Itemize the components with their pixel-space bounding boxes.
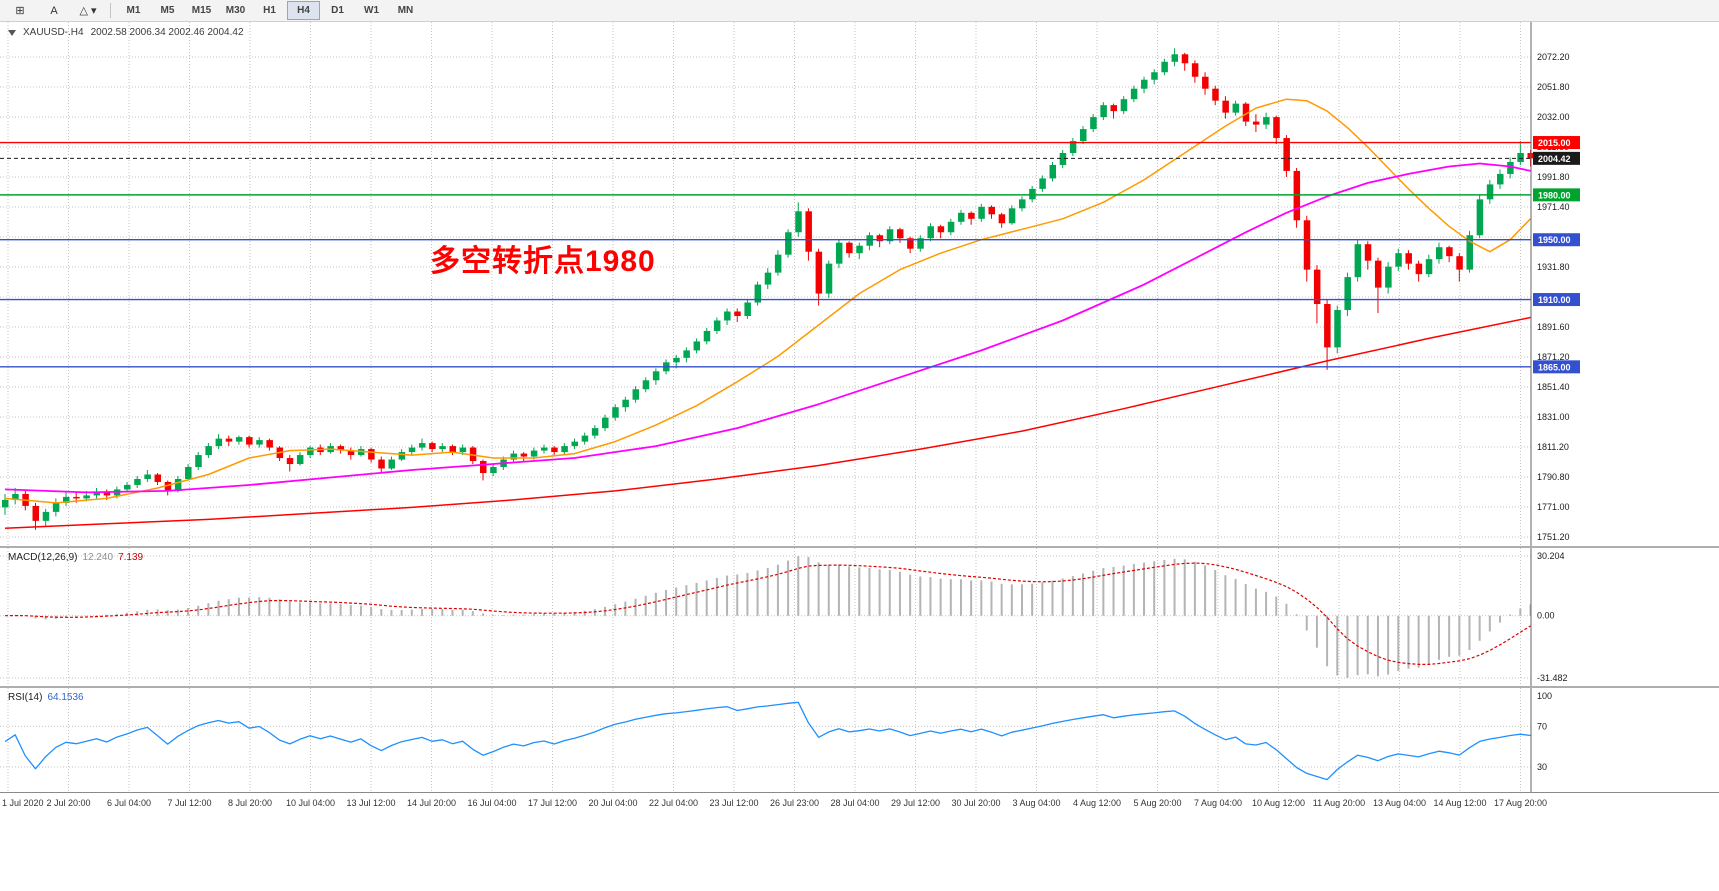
svg-text:1980.00: 1980.00	[1538, 190, 1571, 200]
toolbar-separator	[110, 3, 111, 18]
time-axis-label: 10 Aug 12:00	[1251, 798, 1306, 808]
svg-text:1891.60: 1891.60	[1537, 322, 1570, 332]
rsi-value: 64.1536	[47, 692, 84, 703]
svg-text:2032.00: 2032.00	[1537, 112, 1570, 122]
time-axis-label: 2 Jul 20:00	[46, 798, 91, 808]
rsi-indicator-label: RSI(14) 64.1536	[8, 692, 84, 703]
time-axis-label: 17 Aug 20:00	[1493, 798, 1548, 808]
time-axis-label: 14 Aug 12:00	[1433, 798, 1487, 808]
svg-text:1771.00: 1771.00	[1537, 502, 1570, 512]
timeframe-button-mn[interactable]: MN	[397, 5, 414, 16]
macd-indicator-label: MACD(12,26,9) 12.240 7.139	[8, 552, 143, 563]
drawing-tools-group: ⊞ A △ ▾	[4, 1, 104, 21]
time-axis-label: 7 Aug 04:00	[1193, 798, 1243, 808]
chart-grid	[0, 22, 1531, 546]
collapse-chart-icon[interactable]	[8, 29, 16, 36]
svg-text:-31.482: -31.482	[1537, 673, 1568, 683]
candlesticks	[2, 48, 1534, 530]
symbol-period-label: XAUUSD-.H4	[23, 27, 84, 38]
time-axis-label: 23 Jul 12:00	[709, 798, 759, 808]
chart-symbol-header[interactable]: XAUUSD-.H4 2002.58 2006.34 2002.46 2004.…	[8, 27, 244, 38]
time-axis-label: 20 Jul 04:00	[588, 798, 638, 808]
svg-text:1751.20: 1751.20	[1537, 532, 1570, 542]
time-axis-label: 13 Jul 12:00	[346, 798, 396, 808]
cursor-crosshair-tool-button[interactable]: ⊞	[15, 5, 25, 17]
time-axis-label: 16 Jul 04:00	[467, 798, 517, 808]
ma-mid-line	[4, 162, 1531, 494]
svg-text:1971.40: 1971.40	[1537, 202, 1570, 212]
svg-text:2072.20: 2072.20	[1537, 52, 1570, 62]
time-axis-label: 29 Jul 12:00	[890, 798, 941, 808]
macd-value: 12.240	[82, 552, 114, 563]
chart-text-annotation: 多空转折点1980	[430, 245, 656, 278]
ma-slow-line	[4, 316, 1531, 530]
svg-text:1811.20: 1811.20	[1537, 442, 1569, 452]
main-chart-canvas[interactable]: 2072.202051.802032.002011.601991.801971.…	[0, 22, 1719, 546]
time-axis-label: 6 Jul 04:00	[106, 798, 152, 808]
ohlc-values: 2002.58 2006.34 2002.46 2004.42	[90, 27, 244, 38]
ma-fast-line	[4, 98, 1532, 504]
svg-text:1991.80: 1991.80	[1537, 172, 1570, 182]
timeframe-button-h1[interactable]: H1	[263, 5, 276, 16]
timeframe-button-m30[interactable]: M30	[225, 5, 246, 16]
panel-separator[interactable]	[0, 546, 1719, 548]
time-axis-label: 5 Aug 20:00	[1133, 798, 1182, 808]
svg-text:2015.00: 2015.00	[1538, 138, 1571, 148]
time-axis-label: 28 Jul 04:00	[830, 798, 880, 808]
svg-text:2004.42: 2004.42	[1538, 154, 1571, 164]
svg-text:1910.00: 1910.00	[1538, 295, 1571, 305]
timeframe-buttons-group: M1 M5 M15 M30 H1 H4 D1 W1 MN	[117, 1, 422, 20]
svg-text:1931.80: 1931.80	[1537, 262, 1570, 272]
svg-text:100: 100	[1537, 691, 1552, 701]
time-axis-label: 8 Jul 20:00	[227, 798, 273, 808]
svg-text:30.204: 30.204	[1537, 551, 1565, 561]
time-axis-label: 13 Aug 04:00	[1372, 798, 1427, 808]
macd-panel-canvas[interactable]: 30.204 0.00 -31.482	[0, 548, 1719, 686]
svg-text:1865.00: 1865.00	[1538, 362, 1571, 372]
shapes-tool-button[interactable]: △ ▾	[79, 5, 97, 17]
time-axis-label: 30 Jul 20:00	[951, 798, 1001, 808]
svg-text:1950.00: 1950.00	[1538, 235, 1571, 245]
macd-title: MACD(12,26,9)	[8, 552, 78, 563]
rsi-title: RSI(14)	[8, 692, 43, 703]
time-axis-label: 1 Jul 2020	[2, 798, 44, 808]
timeframe-button-m5[interactable]: M5	[160, 5, 175, 16]
time-axis-label: 17 Jul 12:00	[527, 798, 578, 808]
rsi-panel-canvas[interactable]: 100 70 30	[0, 688, 1719, 792]
time-axis-label: 11 Aug 20:00	[1312, 798, 1366, 808]
time-axis-label: 10 Jul 04:00	[285, 798, 336, 808]
time-axis[interactable]: 1 Jul 2020 2 Jul 20:00 6 Jul 04:00 7 Jul 12…	[0, 792, 1719, 815]
panel-separator[interactable]	[0, 686, 1719, 688]
time-axis-label: 7 Jul 12:00	[167, 798, 212, 808]
macd-signal-line	[4, 562, 1531, 666]
svg-text:0.00: 0.00	[1537, 611, 1555, 621]
time-axis-label: 4 Aug 12:00	[1072, 798, 1122, 808]
text-label-tool-button[interactable]: A	[50, 4, 58, 17]
macd-histogram	[14, 556, 1532, 678]
svg-text:1790.80: 1790.80	[1537, 472, 1570, 482]
timeframe-button-w1[interactable]: W1	[364, 5, 379, 16]
time-axis-label: 22 Jul 04:00	[648, 798, 699, 808]
time-axis-label: 26 Jul 23:00	[769, 798, 820, 808]
toolbar: ⊞ A △ ▾ M1 M5 M15 M30 H1 H4 D1 W1 MN	[0, 0, 1719, 22]
time-axis-label: 3 Aug 04:00	[1012, 798, 1061, 808]
timeframe-button-m1[interactable]: M1	[126, 5, 141, 16]
svg-text:1831.00: 1831.00	[1537, 412, 1570, 422]
rsi-line	[4, 701, 1531, 781]
svg-text:2051.80: 2051.80	[1537, 82, 1570, 92]
timeframe-button-m15[interactable]: M15	[191, 5, 212, 16]
macd-signal-value: 7.139	[118, 552, 144, 563]
timeframe-button-d1[interactable]: D1	[331, 5, 344, 16]
time-axis-label: 14 Jul 20:00	[406, 798, 457, 808]
svg-text:70: 70	[1537, 721, 1547, 731]
svg-text:1851.40: 1851.40	[1537, 382, 1570, 392]
svg-text:1871.20: 1871.20	[1537, 352, 1570, 362]
timeframe-button-h4[interactable]: H4	[287, 1, 320, 20]
svg-text:30: 30	[1537, 762, 1547, 772]
